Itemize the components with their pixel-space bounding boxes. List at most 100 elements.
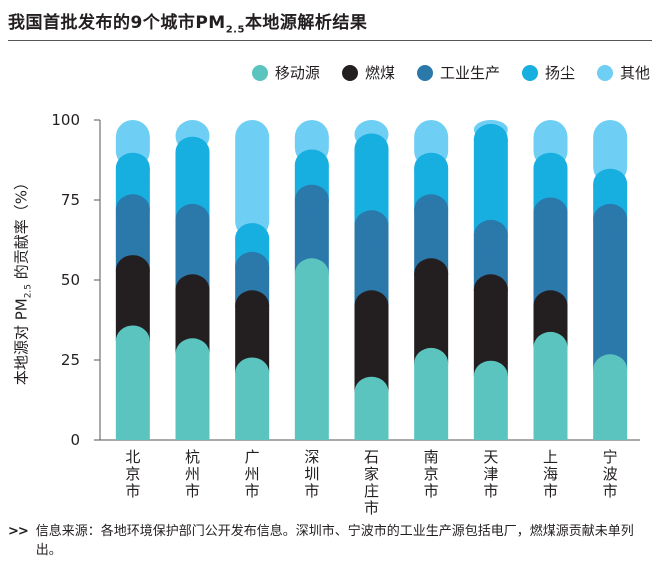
x-category-label: 宁波市: [603, 448, 618, 500]
chart-title: 我国首批发布的9个城市PM2.5本地源解析结果: [8, 8, 367, 35]
y-tick-label: 25: [61, 351, 80, 369]
x-category-label: 杭州市: [185, 448, 200, 500]
bar-mobile-cap: [354, 376, 389, 408]
legend-item: 工业生产: [416, 62, 500, 83]
legend-label: 工业生产: [439, 64, 500, 82]
x-category-char: 石: [364, 448, 379, 466]
bar-industry-cap: [115, 194, 150, 225]
title-divider: [8, 40, 652, 41]
y-tick-label: 0: [70, 431, 80, 449]
x-category-char: 广: [245, 448, 260, 466]
legend-item: 燃煤: [341, 62, 395, 83]
legend-swatch: [251, 64, 268, 81]
bar-coal-cap: [354, 290, 389, 321]
x-category-label: 北京市: [125, 448, 140, 500]
legend-swatch: [521, 64, 538, 81]
bar-mobile-cap: [473, 360, 508, 392]
bar-other-segment: [235, 120, 270, 239]
bar-mobile-cap: [414, 347, 449, 379]
x-category-char: 波: [603, 465, 618, 483]
bar-industry-cap: [473, 219, 508, 251]
bar-dust-cap: [115, 152, 150, 184]
bar-dust-cap: [354, 133, 389, 165]
bar-mobile-cap: [235, 357, 270, 389]
y-tick-label: 100: [51, 111, 80, 129]
x-category-label: 深圳市: [304, 448, 319, 500]
bar-coal-cap: [414, 258, 449, 289]
x-category-char: 市: [125, 482, 140, 500]
bar-coal-cap: [533, 290, 568, 321]
x-category-char: 州: [185, 465, 200, 483]
legend-swatch: [596, 64, 613, 81]
bar-dust-cap: [235, 223, 270, 254]
x-category-char: 杭: [185, 448, 200, 466]
bar-dust-cap: [473, 123, 508, 155]
x-category-char: 海: [543, 465, 558, 483]
bar-industry-cap: [533, 197, 568, 229]
x-category-char: 家: [364, 465, 379, 483]
x-category-char: 津: [483, 465, 498, 483]
legend-swatch: [416, 64, 433, 81]
legend-item: 扬尘: [521, 62, 575, 83]
x-category-char: 市: [185, 482, 200, 500]
x-category-char: 州: [245, 465, 260, 483]
x-category-char: 市: [245, 482, 260, 500]
x-category-char: 天: [483, 448, 498, 466]
bar-coal-cap: [235, 290, 270, 321]
bar-industry-cap: [414, 194, 449, 225]
bar-mobile-cap: [175, 338, 210, 369]
bar-mobile-cap: [294, 258, 329, 289]
x-category-char: 上: [543, 448, 558, 466]
x-category-char: 市: [424, 482, 439, 500]
legend-label: 移动源: [274, 64, 320, 82]
x-category-char: 宁: [603, 448, 618, 466]
bar-coal-cap: [115, 255, 150, 286]
legend-item: 移动源: [251, 62, 320, 83]
bar-industry-segment: [533, 212, 568, 306]
bar-industry-cap: [593, 203, 628, 235]
footnote-text: 信息来源：各地环境保护部门公开发布信息。深圳市、宁波市的工业生产源包括电厂，燃煤…: [35, 524, 634, 558]
x-category-label: 南京市: [424, 448, 439, 500]
bar-mobile-segment: [115, 340, 150, 440]
bar-industry-cap: [294, 184, 329, 216]
bar-dust-cap: [593, 168, 628, 200]
legend-item: 其他: [596, 62, 650, 83]
x-category-char: 市: [483, 482, 498, 500]
bar-industry-cap: [175, 203, 210, 235]
x-category-char: 京: [125, 465, 140, 483]
x-category-label: 天津市: [483, 448, 498, 500]
x-category-char: 市: [304, 482, 319, 500]
title-subscript: 2.5: [225, 24, 245, 36]
x-category-label: 石家庄市: [364, 448, 379, 517]
title-tail: 本地源解析结果: [244, 13, 368, 33]
y-tick-label: 75: [61, 191, 80, 209]
x-category-char: 市: [603, 482, 618, 500]
x-category-char: 南: [424, 448, 439, 466]
legend-swatch: [341, 64, 358, 81]
bar-coal-cap: [175, 274, 210, 305]
x-category-char: 圳: [304, 465, 319, 483]
bar-dust-cap: [533, 152, 568, 184]
bar-mobile-cap: [593, 354, 628, 385]
y-tick-label: 50: [61, 271, 80, 289]
bar-industry-cap: [354, 210, 389, 241]
bar-mobile-cap: [115, 325, 150, 357]
x-category-char: 京: [424, 465, 439, 483]
x-category-char: 深: [304, 448, 319, 466]
bar-mobile-segment: [294, 273, 329, 440]
bar-dust-cap: [175, 136, 210, 168]
x-category-char: 北: [125, 448, 140, 466]
bar-dust-cap: [414, 152, 449, 184]
legend-label: 其他: [619, 64, 650, 82]
bar-coal-cap: [473, 274, 508, 305]
x-category-char: 庄: [364, 482, 379, 500]
x-category-char: 市: [543, 482, 558, 500]
bar-mobile-cap: [533, 331, 568, 363]
bar-industry-segment: [593, 219, 628, 370]
bar-industry-cap: [235, 251, 270, 283]
x-category-label: 广州市: [245, 448, 260, 500]
footnote-arrow-icon: >>: [8, 524, 29, 539]
legend-label: 燃煤: [364, 64, 395, 82]
bar-other-segment: [593, 120, 628, 184]
